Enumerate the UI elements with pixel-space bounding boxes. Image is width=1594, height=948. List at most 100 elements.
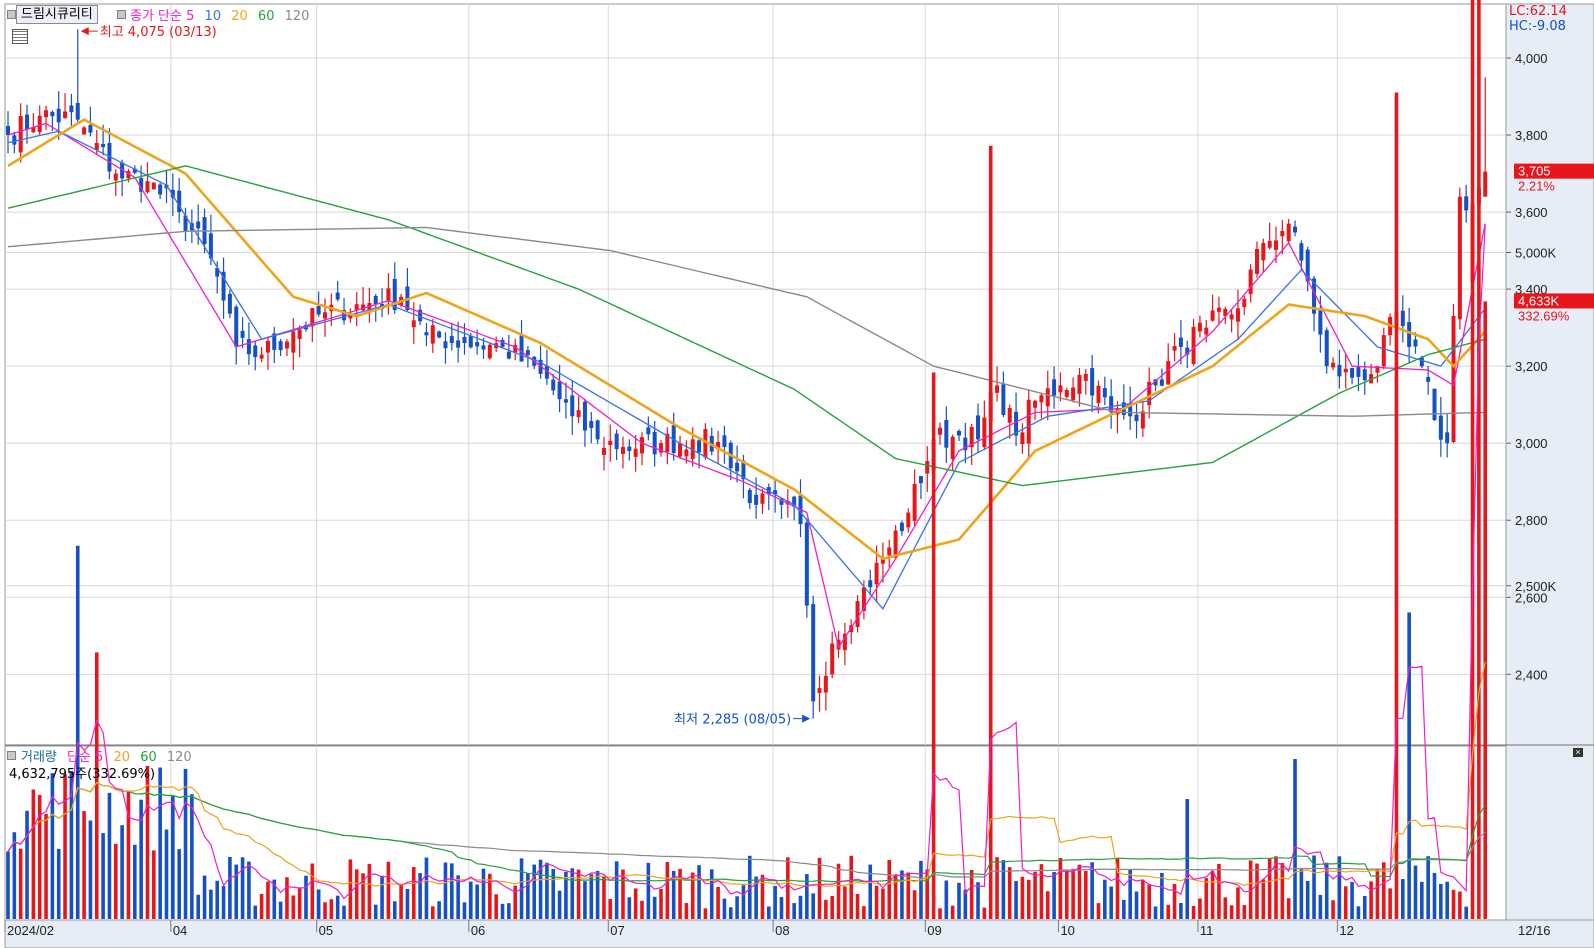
price-tick-label: 2,600 bbox=[1515, 590, 1548, 605]
candle-body bbox=[1312, 278, 1317, 314]
candle-body bbox=[208, 233, 213, 259]
volume-bar bbox=[633, 888, 638, 919]
volume-bar bbox=[1160, 872, 1164, 919]
price-plot-area bbox=[4, 3, 1507, 746]
volume-bar bbox=[881, 888, 885, 919]
price-tick-label: 4,000 bbox=[1515, 51, 1548, 66]
volume-bar bbox=[709, 869, 714, 919]
month-label: 08 bbox=[775, 923, 789, 938]
candle-body bbox=[506, 351, 511, 359]
candle-body bbox=[735, 462, 740, 472]
volume-bar bbox=[481, 868, 486, 919]
end-date-label: 12/16 bbox=[1518, 923, 1551, 938]
candle-body bbox=[690, 439, 695, 459]
volume-bar bbox=[963, 889, 968, 919]
candle-body bbox=[1007, 408, 1012, 423]
volume-bar bbox=[31, 789, 36, 919]
volume-bar bbox=[494, 894, 498, 919]
candle-body bbox=[925, 461, 930, 474]
volume-bar bbox=[1388, 888, 1392, 919]
month-label: 04 bbox=[173, 923, 187, 938]
volume-bar bbox=[1401, 879, 1405, 919]
panel-menu-icon[interactable] bbox=[7, 10, 16, 19]
volume-bar bbox=[1439, 883, 1443, 919]
month-label: 10 bbox=[1060, 923, 1074, 938]
volume-bar bbox=[177, 849, 181, 919]
candle-body bbox=[113, 173, 118, 181]
volume-menu-icon[interactable] bbox=[7, 751, 16, 760]
volume-bar bbox=[1458, 891, 1462, 919]
calendar-icon[interactable] bbox=[12, 29, 28, 44]
volume-bar bbox=[1026, 879, 1031, 919]
candle-body bbox=[145, 181, 150, 193]
month-label: 2024/02 bbox=[7, 923, 54, 938]
volume-bar bbox=[716, 886, 720, 919]
candle-body bbox=[633, 448, 638, 457]
candle-body bbox=[348, 313, 353, 319]
candle-body bbox=[1090, 368, 1095, 396]
volume-bar bbox=[532, 864, 537, 919]
candle-body bbox=[75, 102, 80, 120]
volume-bar bbox=[240, 857, 245, 919]
candle-body bbox=[1109, 396, 1114, 413]
volume-bar bbox=[595, 870, 600, 919]
candle-body bbox=[678, 443, 683, 457]
candle-body bbox=[1134, 414, 1139, 422]
candle-body bbox=[1172, 345, 1177, 351]
candle-body bbox=[44, 110, 49, 118]
volume-bar bbox=[183, 768, 188, 919]
vol-ma120-legend: 120 bbox=[166, 750, 192, 765]
candle-body bbox=[82, 127, 87, 135]
candle-body bbox=[842, 633, 847, 651]
candle-body bbox=[722, 435, 727, 448]
volume-bar bbox=[386, 861, 391, 919]
volume-bar bbox=[747, 855, 752, 919]
candle-body bbox=[101, 143, 106, 148]
volume-bar bbox=[969, 869, 974, 919]
volume-bar bbox=[430, 906, 435, 919]
volume-bar bbox=[887, 859, 892, 919]
candle-body bbox=[1254, 248, 1259, 274]
volume-bar bbox=[1343, 886, 1348, 919]
candle-body bbox=[551, 379, 556, 391]
candle-body bbox=[716, 441, 721, 450]
candle-body bbox=[1166, 361, 1171, 385]
candle-body bbox=[1413, 339, 1418, 347]
candle-body bbox=[1033, 400, 1038, 408]
candle-body bbox=[627, 446, 632, 451]
candle-body bbox=[63, 111, 68, 119]
volume-bar bbox=[1109, 886, 1113, 919]
high-arrow bbox=[80, 27, 89, 36]
candle-body bbox=[760, 493, 765, 504]
volume-bar bbox=[456, 875, 460, 919]
volume-bar bbox=[1286, 898, 1291, 919]
candle-body bbox=[525, 350, 530, 356]
volume-bar bbox=[437, 901, 441, 919]
volume-bar bbox=[25, 810, 29, 919]
candle-body bbox=[1261, 242, 1266, 261]
volume-bar bbox=[576, 869, 581, 919]
volume-bar bbox=[1007, 867, 1012, 919]
candle-body bbox=[1216, 307, 1221, 312]
volume-bar bbox=[1179, 902, 1183, 919]
volume-bar bbox=[56, 848, 61, 919]
candle-body bbox=[963, 437, 968, 451]
volume-bar bbox=[1096, 903, 1101, 919]
volume-bar bbox=[164, 829, 169, 919]
volume-bar bbox=[703, 908, 708, 919]
volume-bar bbox=[1039, 864, 1044, 919]
candle-body bbox=[1464, 196, 1469, 211]
candle-body bbox=[462, 336, 467, 344]
volume-bar bbox=[659, 888, 663, 919]
candle-body bbox=[215, 268, 220, 277]
price-tick-label: 2,800 bbox=[1515, 513, 1548, 528]
volume-bar bbox=[1103, 879, 1107, 919]
volume-bar bbox=[1128, 868, 1132, 919]
volume-bar bbox=[995, 857, 999, 919]
close-panel-icon[interactable]: × bbox=[1573, 748, 1583, 757]
candle-body bbox=[418, 309, 423, 322]
legend-menu-icon[interactable] bbox=[117, 10, 126, 19]
volume-bar bbox=[405, 888, 410, 919]
stock-name-label[interactable]: 드림시큐리티 bbox=[16, 5, 98, 24]
